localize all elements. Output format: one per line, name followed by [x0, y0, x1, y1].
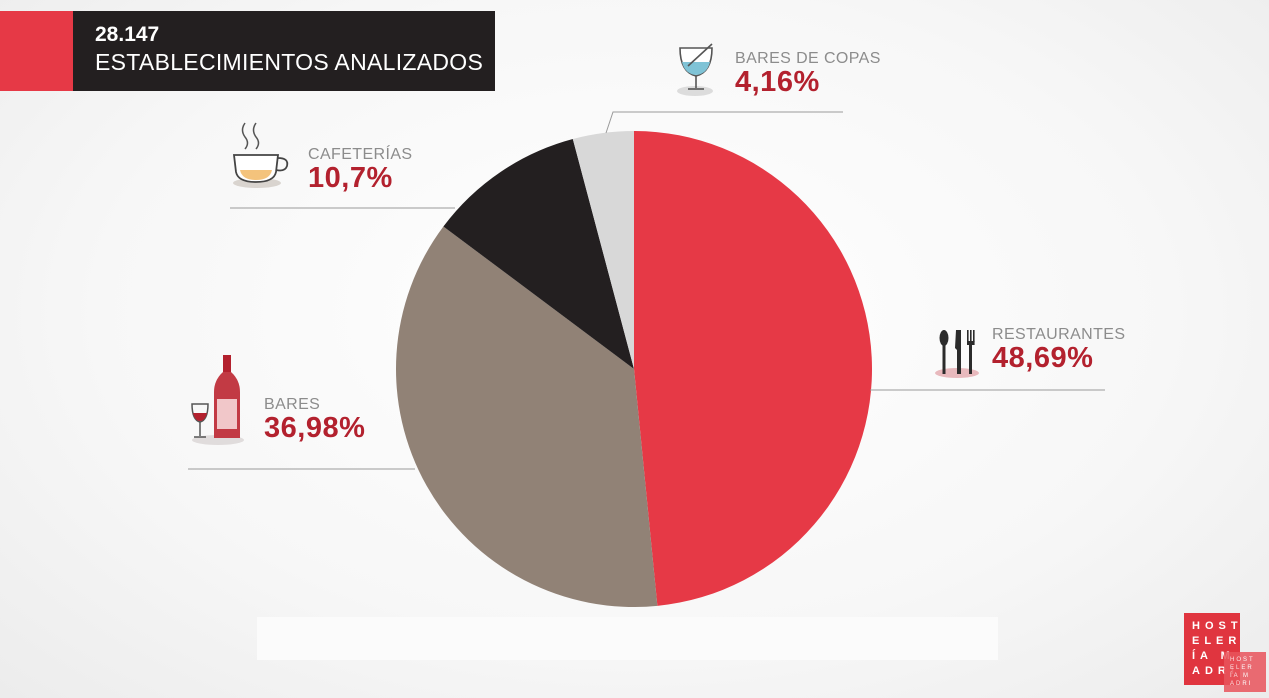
logo-line: HOST: [1230, 657, 1255, 663]
leader-copas: [605, 111, 843, 134]
logo-line: ADRI: [1192, 665, 1239, 677]
logo-line: ADRI: [1230, 681, 1253, 687]
cutlery-icon: [935, 330, 979, 378]
header-banner: 28.147 ESTABLECIMIENTOS ANALIZADOS: [0, 11, 495, 91]
coffee-cup-icon: [232, 122, 289, 188]
caption-bar: [257, 617, 998, 660]
cocktail-glass-icon: [677, 43, 713, 96]
data-label: 36,98%: [264, 412, 366, 444]
header-accent: [0, 11, 73, 91]
slice-copas: [572, 131, 634, 369]
label-restaurantes: RESTAURANTES 48,69%: [992, 326, 1125, 375]
label-bares: BARES 36,98%: [264, 396, 365, 445]
label-cafeterias: CAFETERÍAS 10,7%: [308, 146, 412, 195]
wine-bottle-icon: [191, 355, 244, 445]
brand-logo-small: HOST ELER ÍA M ADRI: [1224, 652, 1266, 692]
slice-bares: [396, 226, 658, 607]
logo-line: ÍA M: [1230, 673, 1251, 679]
logo-line: ELER: [1230, 665, 1254, 671]
data-label: 4,16%: [735, 66, 820, 98]
logo-line: ELER: [1192, 635, 1242, 647]
series-name: BARES DE COPAS: [735, 50, 881, 67]
logo-line: ÍA M: [1192, 650, 1235, 662]
establishments-count: 28.147: [95, 23, 160, 46]
slice-cafeterias: [443, 138, 634, 369]
series-name: RESTAURANTES: [992, 326, 1126, 343]
header-subtitle: ESTABLECIMIENTOS ANALIZADOS: [95, 49, 484, 75]
label-copas: BARES DE COPAS 4,16%: [735, 50, 881, 99]
data-label: 10,7%: [308, 162, 393, 194]
data-label: 48,69%: [992, 342, 1094, 374]
series-name: CAFETERÍAS: [308, 146, 413, 163]
slice-restaurantes: [634, 131, 872, 606]
header-box: 28.147 ESTABLECIMIENTOS ANALIZADOS: [73, 11, 495, 91]
series-name: BARES: [264, 396, 321, 413]
logo-line: HOST: [1192, 620, 1243, 632]
